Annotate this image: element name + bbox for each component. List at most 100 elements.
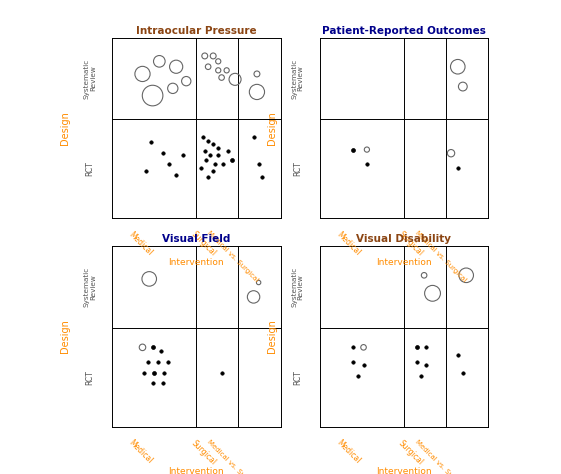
Text: RCT: RCT [293,370,302,384]
Point [160,369,169,376]
Point [349,146,358,154]
Point [420,272,429,279]
Point [168,84,177,92]
Point [210,160,219,168]
Point [209,140,218,148]
Point [252,70,261,78]
Point [359,344,368,351]
Point [362,160,371,168]
Text: Intervention: Intervention [376,258,432,267]
Point [413,344,422,351]
Point [204,173,213,181]
Point [453,164,462,172]
Text: Medical: Medical [127,230,154,257]
Point [182,77,191,85]
Text: RCT: RCT [85,161,94,176]
Point [157,347,165,355]
Point [138,344,147,351]
Point [349,358,358,365]
Point [359,362,368,369]
Point [217,369,226,376]
Point [227,156,236,164]
Point [231,75,240,83]
Text: Visual Disability: Visual Disability [356,234,452,244]
Point [150,369,159,376]
Point [172,63,181,71]
Point [254,160,263,168]
Point [217,74,226,82]
Point [254,279,263,286]
Point [462,272,471,279]
Point [219,160,228,168]
Text: Intervention: Intervention [168,467,224,474]
Point [138,70,147,78]
Point [214,151,223,159]
Point [209,167,218,175]
Point [349,344,358,351]
Point [140,369,149,376]
Point [428,290,437,297]
Point [148,380,157,387]
Text: Medical vs. Surgical: Medical vs. Surgical [206,438,259,474]
Text: Surgical: Surgical [397,230,425,258]
Text: Systematic
Review: Systematic Review [84,267,96,307]
Point [249,293,258,301]
Text: Surgical: Surgical [189,438,218,467]
Point [453,351,462,358]
Point [214,66,223,74]
Text: Medical: Medical [127,438,154,465]
Text: RCT: RCT [293,161,302,176]
Text: Intraocular Pressure: Intraocular Pressure [136,26,257,36]
Text: Intervention: Intervention [168,258,224,267]
Point [199,133,208,141]
Point [249,133,258,141]
Point [158,149,167,157]
Text: Medical vs. Surgical: Medical vs. Surgical [413,438,467,474]
Point [202,156,211,164]
Point [204,137,213,145]
Text: Surgical: Surgical [189,230,218,258]
Point [155,57,164,65]
Text: Patient-Reported Outcomes: Patient-Reported Outcomes [322,26,486,36]
Point [214,57,223,65]
Point [354,373,363,380]
Text: Systematic
Review: Systematic Review [291,58,304,99]
Text: Intervention: Intervention [376,467,432,474]
Point [178,151,187,159]
Point [209,52,218,60]
Point [158,380,167,387]
Point [413,358,422,365]
Text: Systematic
Review: Systematic Review [84,58,96,99]
Point [362,146,371,154]
Text: Design: Design [267,111,277,145]
Point [172,171,181,179]
Point [205,151,214,159]
Point [163,358,172,365]
Point [204,63,213,71]
Point [145,275,154,283]
Text: Systematic
Review: Systematic Review [291,267,304,307]
Point [421,344,430,351]
Point [165,160,174,168]
Point [458,83,467,91]
Point [200,147,209,155]
Point [146,138,155,146]
Point [447,149,456,157]
Point [257,173,266,181]
Text: Design: Design [59,319,70,354]
Text: Visual Field: Visual Field [162,234,231,244]
Text: Design: Design [59,111,70,145]
Point [453,63,462,71]
Text: Medical: Medical [334,230,362,257]
Point [141,167,150,175]
Text: Medical: Medical [334,438,362,465]
Point [416,373,425,380]
Text: Medical vs. Surgical: Medical vs. Surgical [413,230,467,283]
Point [224,147,233,155]
Text: Design: Design [267,319,277,354]
Point [143,358,152,365]
Text: Surgical: Surgical [397,438,425,467]
Point [197,164,206,172]
Text: Medical vs. Surgical: Medical vs. Surgical [206,230,259,283]
Point [148,92,157,100]
